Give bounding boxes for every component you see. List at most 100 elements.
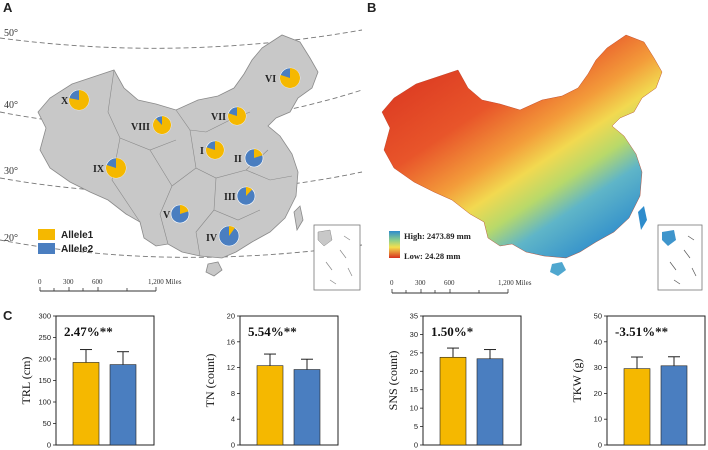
bar-chart-2: 0 5 10 15 20 25 30 35 SNS (count) 1.50%* — [386, 312, 522, 450]
pie-region-V — [170, 204, 190, 224]
y-tick-label: 20 — [227, 312, 235, 321]
y-tick-label: 0 — [47, 441, 51, 450]
lat-label-20: 20° — [4, 233, 18, 244]
scale-a-600: 600 — [92, 278, 103, 286]
bar-allele2 — [476, 358, 504, 446]
bar-chart-3: 0 10 20 30 40 50 TKW (g) -3.51%** — [570, 312, 706, 450]
panel-label-c: C — [3, 308, 13, 323]
region-label-VI: VI — [265, 74, 276, 85]
pie-region-IV — [218, 225, 240, 247]
panel-label-b: B — [367, 0, 377, 15]
plot-frame — [422, 315, 522, 446]
lat-label-30: 30° — [4, 166, 18, 177]
y-tick-label: 50 — [594, 312, 602, 321]
pie-slice-allele1 — [206, 141, 224, 159]
pie-slice-allele1 — [280, 68, 300, 89]
y-tick-label: 100 — [38, 398, 51, 407]
scale-b-300: 300 — [415, 279, 426, 287]
bar-allele1 — [439, 356, 467, 446]
pie-slice-allele1 — [180, 205, 189, 214]
y-tick-label: 15 — [410, 385, 418, 394]
pie-charts — [68, 67, 301, 247]
bar-allele2 — [109, 364, 137, 446]
china-precipitation-map — [381, 34, 663, 259]
taiwan-island — [293, 205, 304, 232]
pie-region-VI — [279, 67, 301, 89]
precip-legend-low: Low: 24.28 mm — [404, 251, 460, 261]
y-tick-label: 30 — [594, 363, 602, 372]
map-b: High: 2473.89 mm Low: 24.28 mm 0 300 600… — [381, 34, 703, 294]
scale-bar-a: 0 300 600 1,200 Miles — [38, 278, 182, 292]
y-tick-label: 12 — [227, 363, 235, 372]
y-tick-label: 5 — [414, 422, 418, 431]
scale-a-0: 0 — [38, 278, 42, 286]
region-label-III: III — [224, 192, 236, 203]
latitude-line-30 — [0, 171, 363, 194]
scale-bar-b: 0 300 600 1,200 Miles — [390, 279, 532, 294]
legend-swatch-allele1 — [38, 229, 55, 240]
precip-legend-ramp — [389, 231, 400, 258]
y-tick-label: 20 — [594, 389, 602, 398]
region-label-VIII: VIII — [131, 122, 150, 133]
y-tick-label: 20 — [410, 367, 418, 376]
bar-chart-0: 0 50 100 150 200 250 300 TRL (cm) 2.47%** — [19, 312, 155, 450]
region-label-II: II — [234, 154, 242, 165]
precip-legend-high: High: 2473.89 mm — [404, 231, 471, 241]
bar-allele1 — [256, 365, 284, 446]
y-tick-label: 250 — [38, 333, 51, 342]
legend-label-allele2: Allele2 — [61, 244, 94, 255]
scale-b-0: 0 — [390, 279, 394, 287]
pie-slice-allele1 — [254, 149, 263, 158]
y-tick-label: 50 — [43, 419, 51, 428]
china-landmass — [37, 34, 319, 259]
y-tick-label: 25 — [410, 348, 418, 357]
pie-region-III — [236, 186, 256, 206]
y-tick-label: 4 — [231, 415, 235, 424]
latitude-line-20 — [0, 239, 363, 258]
lat-label-40: 40° — [4, 100, 18, 111]
pie-slice-allele1 — [68, 90, 89, 110]
scale-b-600: 600 — [444, 279, 455, 287]
bar-chart-1: 0 4 8 12 16 20 TN (count) 5.54%** — [203, 312, 339, 450]
pie-region-X — [68, 89, 90, 111]
scale-b-1200: 1,200 Miles — [498, 279, 532, 287]
scale-a-300: 300 — [63, 278, 74, 286]
lat-label-50: 50° — [4, 28, 18, 39]
pie-slice-allele1 — [153, 116, 172, 134]
bar-allele1 — [623, 368, 651, 446]
percent-annotation: 5.54%** — [248, 324, 297, 339]
hainan-precip — [550, 262, 566, 276]
y-tick-label: 35 — [410, 312, 418, 321]
pie-slice-allele1 — [246, 187, 253, 196]
y-tick-label: 16 — [227, 337, 235, 346]
y-tick-label: 0 — [231, 441, 235, 450]
y-tick-label: 150 — [38, 376, 51, 385]
hainan-island — [205, 261, 223, 277]
bar-allele2 — [293, 369, 321, 446]
y-tick-label: 0 — [598, 441, 602, 450]
y-tick-label: 300 — [38, 312, 51, 321]
province-borders — [107, 69, 293, 257]
inset-south-china-sea-b — [657, 224, 703, 291]
y-tick-label: 10 — [410, 404, 418, 413]
inset-south-china-sea-a — [313, 224, 361, 291]
bar-allele2 — [660, 365, 688, 446]
pie-slice-allele1 — [228, 107, 246, 126]
plot-frame — [606, 315, 706, 446]
bar-allele1 — [72, 362, 100, 446]
y-tick-label: 0 — [414, 441, 418, 450]
panel-label-a: A — [3, 0, 13, 15]
y-axis-label: TRL (cm) — [19, 357, 33, 405]
y-tick-label: 40 — [594, 337, 602, 346]
region-label-VII: VII — [211, 112, 226, 123]
scale-a-1200: 1,200 Miles — [148, 278, 182, 286]
pie-slice-allele1 — [105, 158, 126, 178]
y-axis-label: TKW (g) — [570, 358, 584, 402]
percent-annotation: 2.47%** — [64, 324, 113, 339]
region-label-V: V — [163, 210, 171, 221]
pie-region-IX — [105, 157, 127, 179]
y-axis-label: TN (count) — [203, 354, 217, 408]
region-label-IV: IV — [206, 233, 218, 244]
percent-annotation: -3.51%** — [615, 324, 668, 339]
